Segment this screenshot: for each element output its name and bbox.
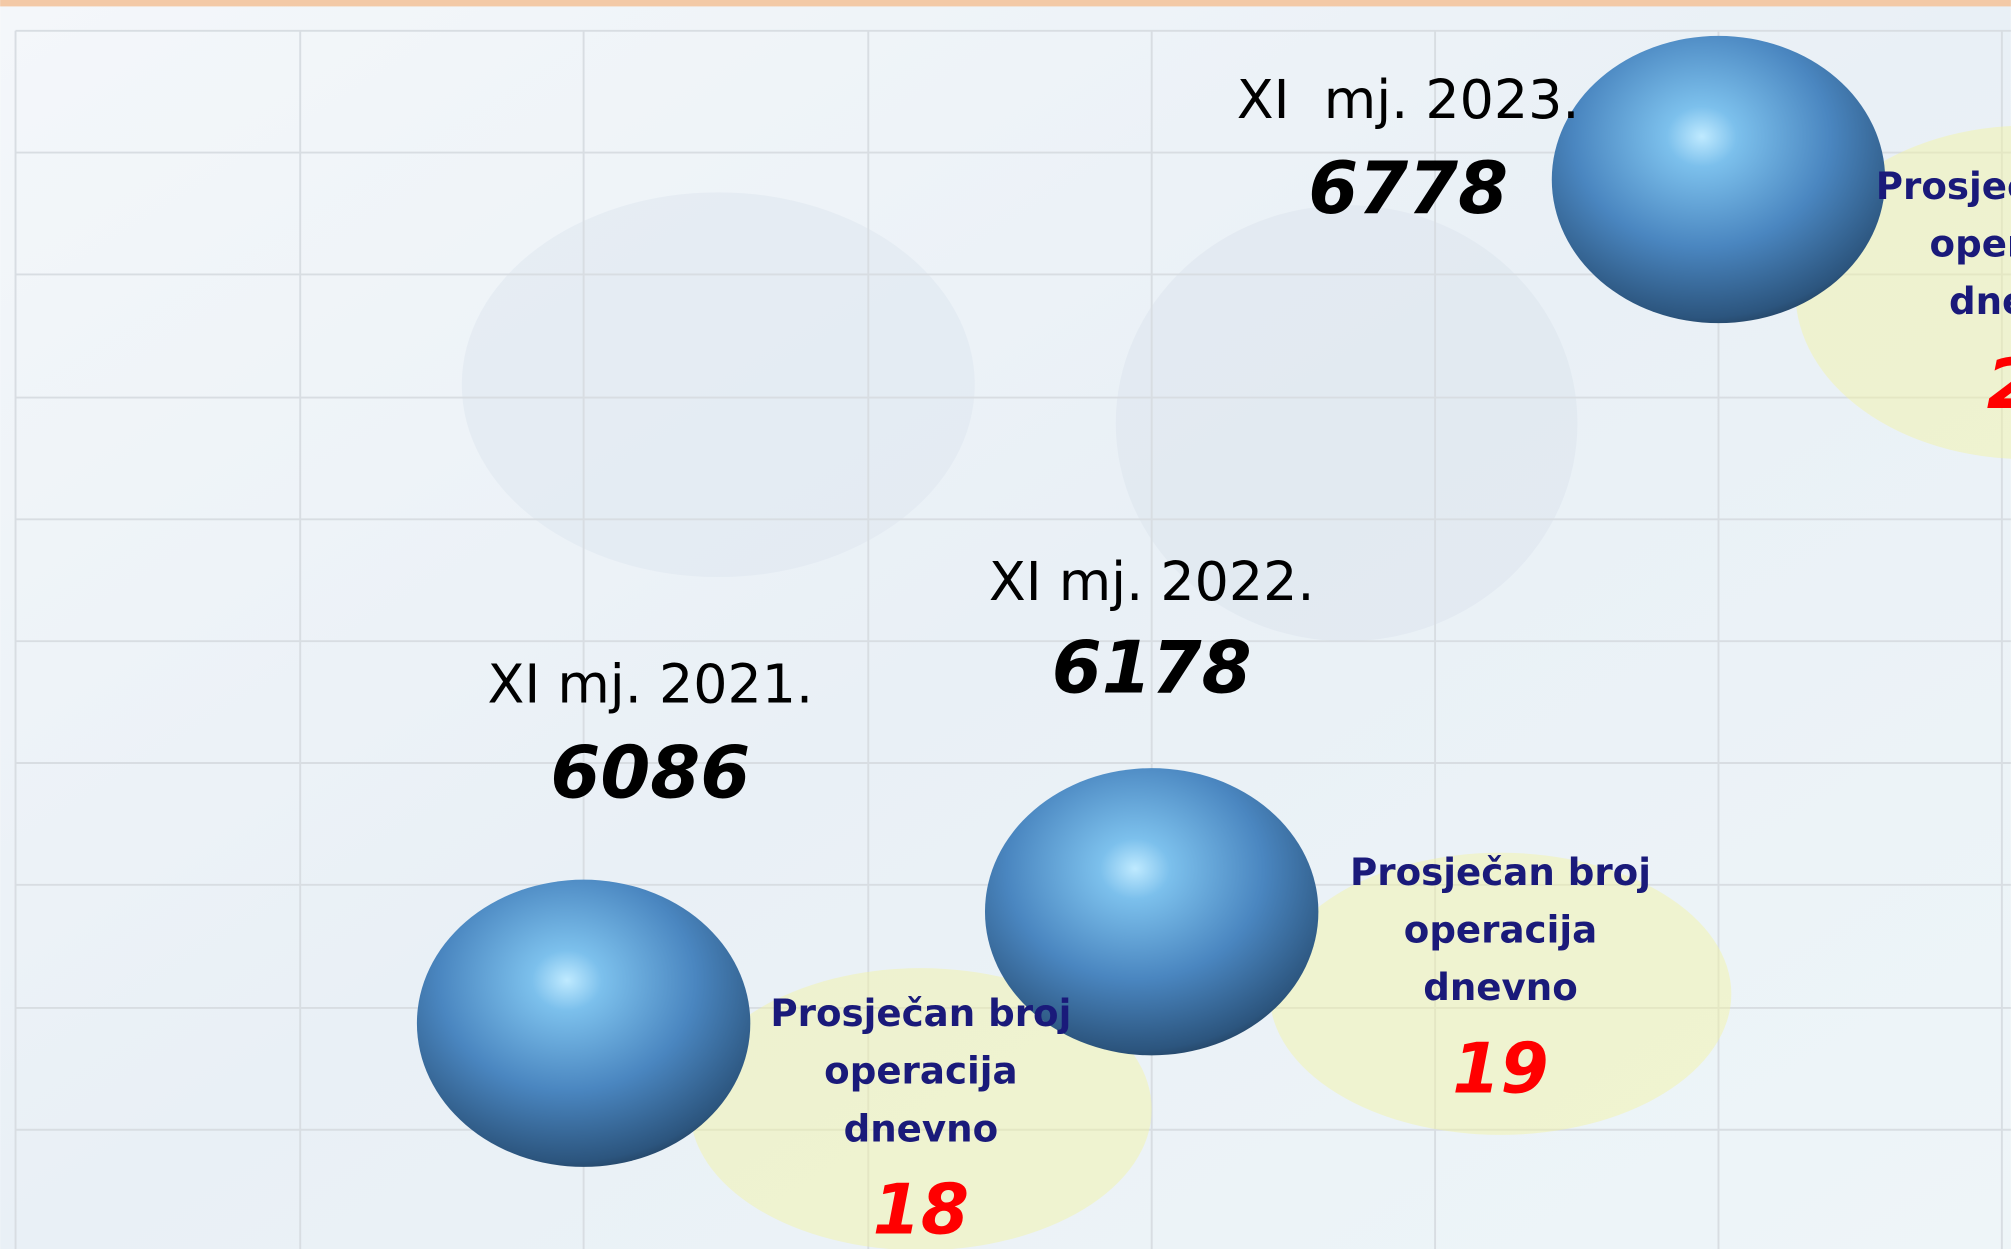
period-label: XI mj. 2022. (989, 550, 1315, 613)
top-band (0, 0, 2011, 6)
avg-value: 19 (1452, 1030, 1548, 1110)
avg-value: 18 (873, 1171, 969, 1249)
avg-label: dnevno (844, 1106, 999, 1150)
avg-label: dnevno (1949, 279, 2011, 323)
period-label: XI mj. 2023. (1237, 68, 1580, 131)
slide: XI mj. 2021. 6086 Prosječan broj operaci… (0, 0, 2011, 1249)
sphere (1552, 36, 1885, 323)
avg-label: operacija (1404, 908, 1597, 952)
avg-label: Prosječan broj (1350, 850, 1651, 894)
avg-label: Prosječan broj (1876, 164, 2011, 208)
page: {"items":[ {"period":"XI mj. 2021.","tot… (0, 0, 2011, 1249)
total-value: 6778 (1308, 146, 1508, 230)
avg-label: operacija (824, 1049, 1017, 1093)
avg-value: 2 (1987, 345, 2011, 425)
period-label: XI mj. 2021. (487, 653, 813, 716)
avg-label: operacija (1930, 221, 2011, 265)
total-value: 6178 (1052, 625, 1252, 709)
total-value: 6086 (550, 731, 750, 815)
avg-label: Prosječan broj (770, 991, 1071, 1035)
avg-label: dnevno (1423, 965, 1578, 1009)
sphere (417, 880, 750, 1167)
